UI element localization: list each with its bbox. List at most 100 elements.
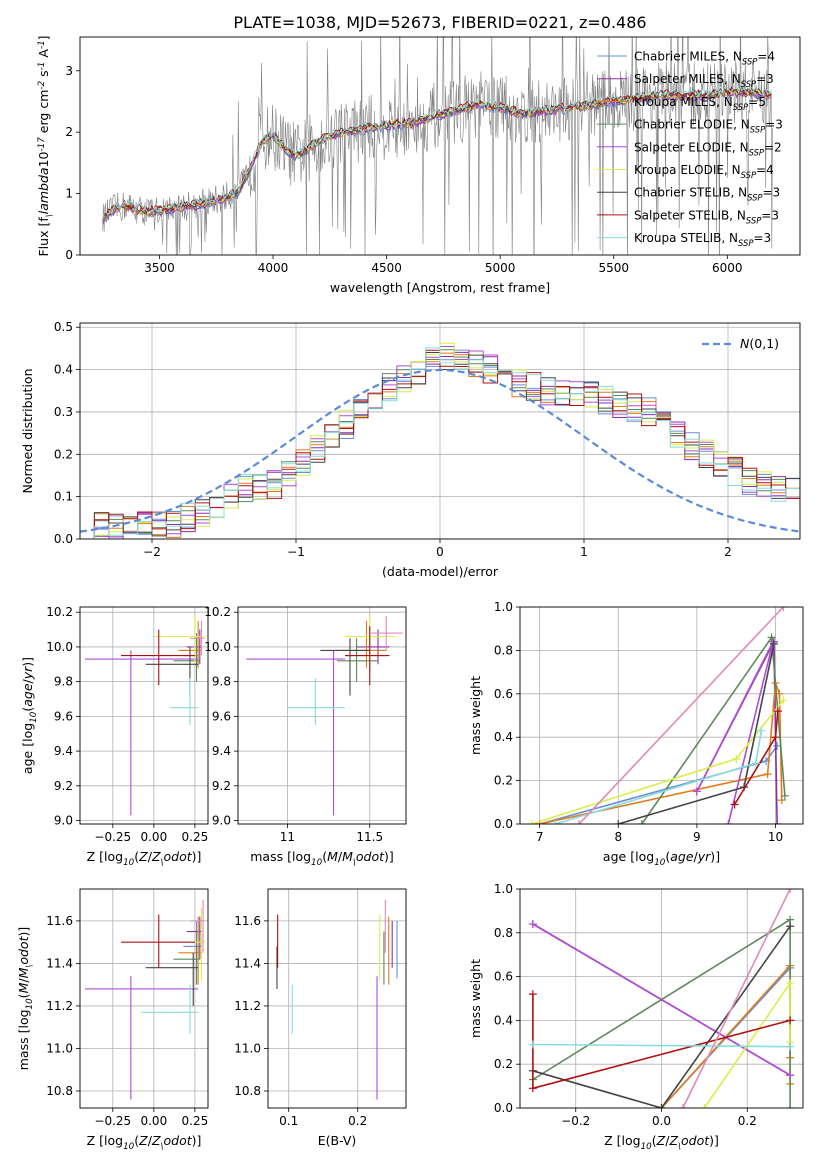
mass_vs_EBV-plot-area <box>268 889 406 1108</box>
weight-marker-kroupa-stelib <box>751 759 760 768</box>
y-tick-label: 11.0 <box>234 1041 261 1055</box>
weight-line-extra <box>682 889 791 1108</box>
x-tick-label: 1 <box>580 545 588 559</box>
x-tick-label: 0.25 <box>182 1114 209 1128</box>
weight-marker-salpeter-stelib <box>730 800 739 809</box>
x-tick-label: −2 <box>143 545 161 559</box>
weight-marker-chabrier-miles <box>773 741 782 750</box>
legend-label-salpeter-elodie: Salpeter ELODIE, NSSP=2 <box>634 140 782 157</box>
weight-marker-kroupa-elodie <box>527 820 536 824</box>
y-axis-label: mass weight <box>468 676 483 755</box>
legend-label-gaussian: N(0,1) <box>740 336 779 351</box>
x-tick-label: 5000 <box>485 261 516 275</box>
y-tick-label: 0.2 <box>494 774 513 788</box>
y-tick-label: 0.0 <box>494 1101 513 1115</box>
y-tick-label: 9.6 <box>212 709 231 723</box>
y-axis-label: Normed distribution <box>20 368 35 493</box>
spectrum-plot-area <box>102 37 773 255</box>
y-tick-label: 11.2 <box>234 999 261 1013</box>
x-axis-label: wavelength [Angstrom, rest frame] <box>330 280 550 295</box>
weight-marker-extra <box>678 1104 687 1108</box>
weight-marker-salpeter-stelib <box>528 990 537 999</box>
x-tick-label: −1 <box>287 545 305 559</box>
y-tick-label: 0.1 <box>54 490 73 504</box>
x-axis-label: age [log10(age/yr)] <box>603 849 720 868</box>
y-tick-label: 0.8 <box>494 926 513 940</box>
figure-title: PLATE=1038, MJD=52673, FIBERID=0221, z=0… <box>233 13 646 32</box>
weight-marker-chabrier-stelib <box>769 639 778 648</box>
weight-marker-chabrier-elodie <box>767 633 776 642</box>
y-tick-label: 0.0 <box>494 817 513 831</box>
y-tick-label: 11.0 <box>46 1041 73 1055</box>
weight-line-kroupa-stelib <box>532 1043 791 1048</box>
y-tick-label: 9.2 <box>54 779 73 793</box>
weight-marker-salpeter-elodie <box>786 1071 795 1080</box>
y-tick-label: 10.2 <box>204 605 231 619</box>
weight-marker-kroupa-miles <box>763 770 772 779</box>
weight-marker-chabrier-stelib <box>657 1104 666 1108</box>
y-tick-label: 9.8 <box>54 675 73 689</box>
y-tick-label: 10.2 <box>46 605 73 619</box>
y-tick-label: 0.2 <box>54 447 73 461</box>
y-tick-label: 9.2 <box>212 779 231 793</box>
x-tick-label: 10 <box>768 830 783 844</box>
panel-age_vs_mass: 11 11.5 9.0 9.2 9.4 9.6 9.8 10.0 10.2 mass [log10… <box>204 605 407 868</box>
x-tick-label: 3500 <box>144 261 175 275</box>
x-tick-label: 0 <box>436 545 444 559</box>
x-tick-label: −0.25 <box>94 1114 131 1128</box>
x-axis-label: (data-model)/error <box>382 564 499 579</box>
x-tick-label: 11.5 <box>356 830 383 844</box>
weight-marker-chabrier-elodie <box>637 820 646 824</box>
x-tick-label: 0.25 <box>182 830 209 844</box>
spectrum-model-kroupa-elodie <box>102 86 772 222</box>
massweight_vs_Z-plot-area <box>520 889 803 1108</box>
weight-marker-kroupa-elodie <box>732 754 741 763</box>
weight-line-salpeter-elodie <box>532 923 791 1076</box>
spectrum-model-kroupa-stelib <box>102 85 772 220</box>
x-axis-label: mass [log10(M/M\odot)] <box>250 849 394 868</box>
legend-label-salpeter-stelib: Salpeter STELIB, NSSP=3 <box>634 208 779 225</box>
x-axis-label: Z [log10(Z/Z\odot)] <box>87 849 202 868</box>
y-tick-label: 2 <box>65 125 73 139</box>
y-axis-label: mass [log10(M/M\odot)] <box>16 927 35 1071</box>
axes-frame <box>519 888 804 1109</box>
y-tick-label: 9.6 <box>54 709 73 723</box>
weight-line-chabrier-stelib <box>532 925 791 1108</box>
legend-label-chabrier-miles: Chabrier MILES, NSSP=4 <box>634 50 775 67</box>
y-tick-label: 9.4 <box>212 744 231 758</box>
weight-marker-extra <box>574 820 583 824</box>
x-tick-label: 5500 <box>598 261 629 275</box>
panel-age_vs_Z: −0.25 0.00 0.25 9.0 9.2 9.4 9.6 9.8 10.0 10.2 Z [l… <box>20 605 209 868</box>
y-tick-label: 9.0 <box>54 814 73 828</box>
x-tick-label: 4000 <box>258 261 289 275</box>
x-tick-label: 0.00 <box>140 830 167 844</box>
y-tick-label: 0.3 <box>54 405 73 419</box>
spectrum-legend: Chabrier MILES, NSSP=4 Salpeter MILES, NS… <box>597 50 783 248</box>
weight-marker-extra <box>779 607 788 611</box>
y-tick-label: 10.8 <box>46 1084 73 1098</box>
y-tick-label: 0.6 <box>494 687 513 701</box>
weight-marker-salpeter-stelib <box>771 733 780 742</box>
y-tick-label: 0.6 <box>494 970 513 984</box>
residuals-plot-area <box>80 323 800 539</box>
weight-marker-salpeter-elodie <box>724 820 733 824</box>
y-tick-label: 9.8 <box>212 675 231 689</box>
weight-marker-kroupa-stelib <box>528 1040 537 1049</box>
x-tick-label: 9 <box>693 830 701 844</box>
legend-label-kroupa-stelib: Kroupa STELIB, NSSP=3 <box>634 231 771 248</box>
legend-label-salpeter-miles: Salpeter MILES, NSSP=3 <box>634 72 774 89</box>
y-tick-label: 1.0 <box>494 882 513 896</box>
panel-massweight_vs_Z: −0.2 0.0 0.2 0.0 0.2 0.4 0.6 0.8 1.0 Z [log10(Z/Z… <box>468 882 804 1152</box>
x-tick-label: 0.1 <box>279 1114 298 1128</box>
x-axis-label: E(B-V) <box>318 1133 357 1148</box>
weight-marker-chabrier-elodie <box>786 1104 795 1108</box>
legend-label-kroupa-elodie: Kroupa ELODIE, NSSP=4 <box>634 163 774 180</box>
weight-marker-salpeter-stelib <box>528 1084 537 1093</box>
residuals-legend: N(0,1) <box>702 336 779 351</box>
x-tick-label: 2 <box>724 545 732 559</box>
y-tick-label: 10.8 <box>234 1084 261 1098</box>
weight-marker-kroupa-stelib <box>786 1042 795 1051</box>
weight-marker-kroupa-miles <box>777 796 786 805</box>
weight-line-kroupa-elodie <box>531 699 784 824</box>
panel-spectrum: 3500 4000 4500 5000 5500 6000 0 1 2 3 wavelength [… <box>36 35 801 295</box>
